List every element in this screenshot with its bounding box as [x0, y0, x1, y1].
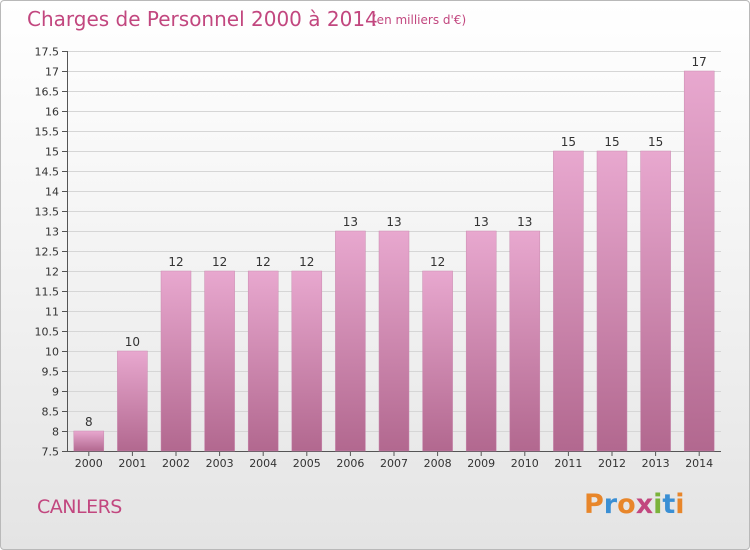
logo-letter: t	[662, 489, 676, 520]
y-tick-label: 14	[45, 186, 59, 199]
bar-2011	[553, 150, 584, 452]
y-tick-label: 12	[45, 266, 59, 279]
x-tick-label: 2000	[75, 457, 103, 470]
x-tick-label: 2001	[118, 457, 146, 470]
data-label: 15	[604, 135, 619, 149]
y-tick-label: 9.5	[42, 366, 60, 379]
bar-2008	[422, 270, 453, 452]
x-tick-label: 2006	[336, 457, 364, 470]
logo-letter: P	[584, 489, 604, 520]
x-tick-label: 2010	[511, 457, 539, 470]
bar-2002	[160, 270, 192, 452]
bar-2006	[335, 230, 366, 452]
y-tick-label: 17.5	[35, 46, 60, 59]
data-label: 12	[168, 255, 183, 269]
logo-letter: x	[635, 489, 654, 520]
x-tick-label: 2011	[554, 457, 582, 470]
bar-2005	[291, 270, 323, 452]
chart-subtitle: (en milliers d'€)	[372, 13, 467, 27]
x-tick-label: 2003	[206, 457, 234, 470]
logo-letter: o	[617, 489, 636, 520]
data-label: 15	[561, 135, 576, 149]
data-label: 12	[430, 255, 445, 269]
data-label: 8	[85, 415, 93, 429]
commune-name: CANLERS	[37, 496, 122, 518]
y-tick-label: 8	[52, 426, 59, 439]
data-label: 13	[343, 215, 358, 229]
bar-2004	[247, 270, 279, 452]
data-label: 15	[648, 135, 663, 149]
logo-letter: i	[675, 489, 685, 520]
y-tick-label: 13.5	[35, 206, 60, 219]
x-tick-label: 2002	[162, 457, 190, 470]
data-label: 10	[125, 335, 140, 349]
bar-2010	[509, 230, 541, 452]
x-tick-label: 2008	[424, 457, 452, 470]
x-tick-label: 2004	[249, 457, 277, 470]
data-label: 12	[299, 255, 314, 269]
axes	[62, 51, 721, 456]
x-tick-label: 2009	[467, 457, 495, 470]
logo-letter: r	[603, 489, 618, 520]
data-label: 13	[474, 215, 489, 229]
x-tick-label: 2005	[293, 457, 321, 470]
y-tick-label: 17	[45, 66, 59, 79]
x-tick-label: 2014	[685, 457, 713, 470]
bar-2003	[204, 270, 235, 452]
y-tick-label: 9	[52, 386, 59, 399]
data-label: 12	[256, 255, 271, 269]
x-tick-label: 2012	[598, 457, 626, 470]
y-tick-label: 14.5	[35, 166, 60, 179]
y-tick-label: 10.5	[35, 326, 60, 339]
bars	[73, 70, 715, 452]
labels: 7.5 8 8.5 9 9.5 10 10.5 11 11.5 12 12.5 13 13.5 14 14.…	[35, 46, 714, 471]
bar-2007	[378, 230, 410, 452]
bar-2009	[465, 230, 497, 452]
data-label: 12	[212, 255, 227, 269]
bar-2000	[73, 430, 105, 452]
data-label: 13	[517, 215, 532, 229]
y-tick-label: 10	[45, 346, 59, 359]
y-tick-label: 13	[45, 226, 59, 239]
bar-2013	[640, 150, 671, 452]
y-tick-label: 11.5	[35, 286, 60, 299]
bar-2014	[683, 70, 715, 452]
data-label: 17	[692, 55, 707, 69]
y-tick-label: 15	[45, 146, 59, 159]
bar-2001	[117, 350, 148, 452]
y-tick-label: 11	[45, 306, 59, 319]
y-tick-label: 12.5	[35, 246, 60, 259]
y-tick-label: 7.5	[42, 446, 60, 459]
data-label: 13	[386, 215, 401, 229]
chart-title: Charges de Personnel 2000 à 2014	[27, 7, 378, 31]
proxiti-logo: Proxiti	[584, 489, 685, 520]
y-tick-label: 15.5	[35, 126, 60, 139]
bar-2012	[596, 150, 628, 452]
x-tick-label: 2007	[380, 457, 408, 470]
y-tick-label: 8.5	[42, 406, 60, 419]
x-tick-label: 2013	[642, 457, 670, 470]
y-tick-label: 16.5	[35, 86, 60, 99]
y-tick-label: 16	[45, 106, 59, 119]
logo-letter: i	[653, 489, 663, 520]
